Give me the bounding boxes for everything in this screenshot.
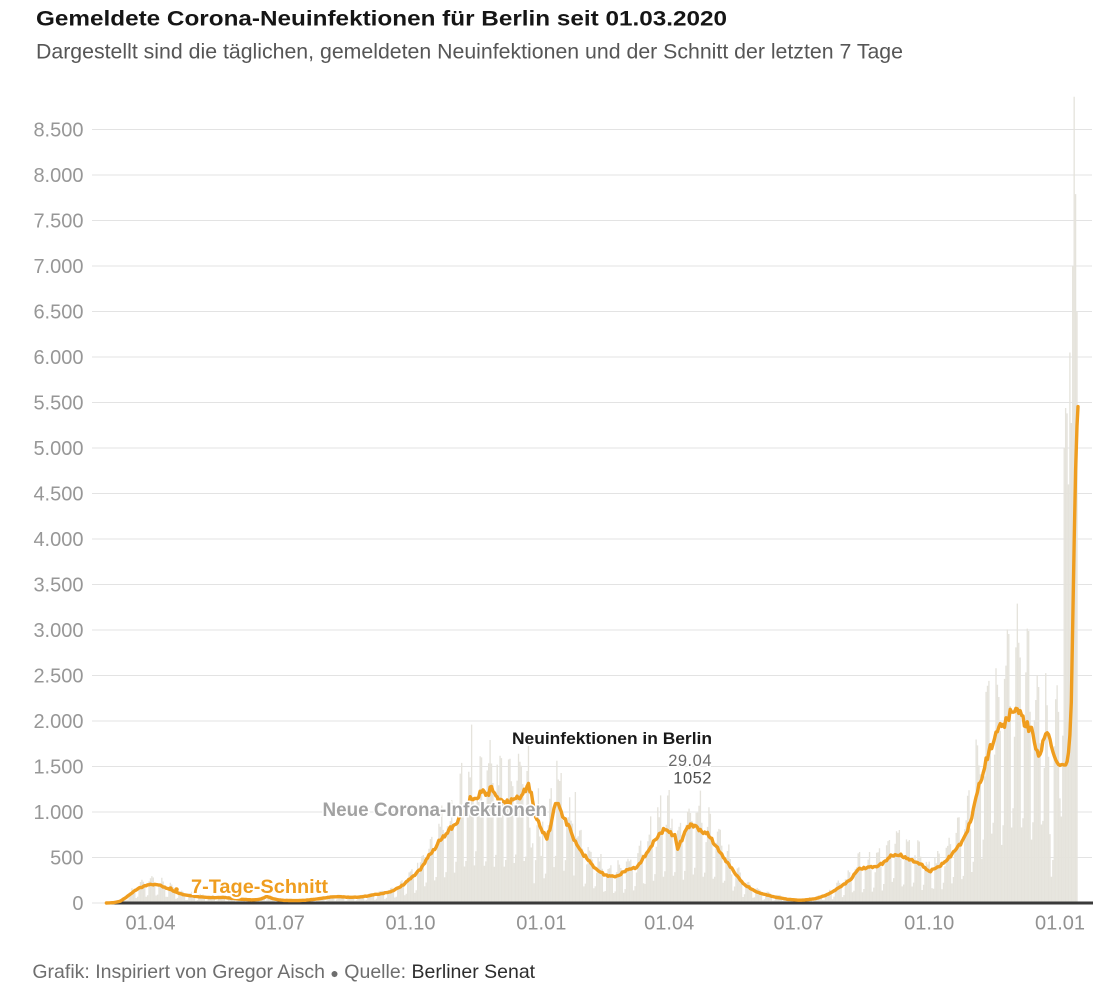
svg-text:7.500: 7.500: [33, 211, 83, 233]
svg-text:01.01: 01.01: [1035, 913, 1085, 935]
svg-text:2.500: 2.500: [33, 666, 83, 688]
svg-text:29.04: 29.04: [668, 752, 712, 770]
svg-text:4.500: 4.500: [33, 484, 83, 506]
svg-text:01.07: 01.07: [255, 913, 305, 935]
svg-text:Neue Corona-Infektionen: Neue Corona-Infektionen: [323, 800, 548, 821]
svg-text:Grafik: Inspiriert von Gregor: Grafik: Inspiriert von Gregor Aisch ● Qu…: [32, 961, 535, 983]
svg-text:5.500: 5.500: [33, 393, 83, 415]
svg-text:6.000: 6.000: [33, 347, 83, 369]
svg-text:1.500: 1.500: [33, 757, 83, 779]
svg-text:7.000: 7.000: [33, 256, 83, 278]
svg-text:01.07: 01.07: [773, 913, 823, 935]
svg-text:1052: 1052: [673, 770, 712, 788]
svg-text:01.10: 01.10: [385, 913, 435, 935]
svg-text:Gemeldete Corona-Neuinfektione: Gemeldete Corona-Neuinfektionen für Berl…: [36, 8, 727, 31]
svg-text:01.10: 01.10: [904, 913, 954, 935]
svg-text:01.01: 01.01: [516, 913, 566, 935]
svg-text:6.500: 6.500: [33, 302, 83, 324]
svg-text:4.000: 4.000: [33, 529, 83, 551]
svg-text:8.000: 8.000: [33, 165, 83, 187]
svg-text:Neuinfektionen in Berlin: Neuinfektionen in Berlin: [512, 729, 712, 748]
svg-text:1.000: 1.000: [33, 802, 83, 824]
svg-text:01.04: 01.04: [125, 913, 175, 935]
svg-text:7-Tage-Schnitt: 7-Tage-Schnitt: [191, 877, 329, 898]
svg-text:Dargestellt sind die täglichen: Dargestellt sind die täglichen, gemeldet…: [36, 41, 903, 64]
svg-text:0: 0: [72, 893, 83, 915]
svg-text:5.000: 5.000: [33, 438, 83, 460]
svg-text:01.04: 01.04: [644, 913, 694, 935]
svg-text:500: 500: [50, 848, 83, 870]
svg-text:3.500: 3.500: [33, 575, 83, 597]
svg-text:3.000: 3.000: [33, 620, 83, 642]
svg-text:8.500: 8.500: [33, 120, 83, 142]
svg-text:2.000: 2.000: [33, 711, 83, 733]
